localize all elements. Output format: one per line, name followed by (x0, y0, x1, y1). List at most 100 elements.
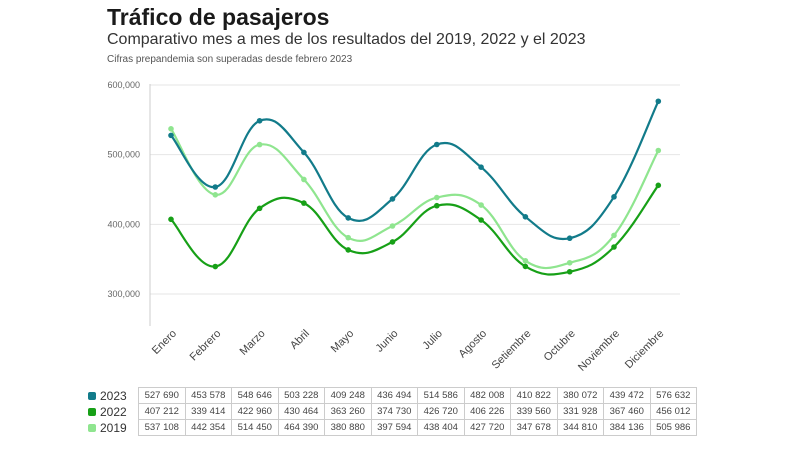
table-cell: 339 560 (510, 403, 558, 420)
series-lines (170, 100, 660, 276)
legend-label: 2023 (100, 388, 127, 403)
data-point-2023 (478, 164, 484, 171)
y-tick-labels: 300,000 400,000 500,000 600,000 (107, 80, 140, 299)
x-tick-label: Noviembre (576, 328, 622, 374)
data-point-2023 (522, 213, 529, 220)
data-point-2022 (168, 216, 174, 223)
table-cell: 442 354 (184, 419, 232, 436)
data-point-2019 (212, 192, 219, 198)
table-row: 2019 537 108 442 354 514 450 464 390 380 880 3… (88, 419, 697, 436)
legend-swatch (88, 407, 96, 416)
legend-entry: 2022 (88, 404, 139, 420)
data-point-2022 (611, 244, 617, 250)
x-tick-label: Mayo (329, 328, 357, 356)
table-cell: 427 720 (463, 419, 511, 436)
x-tick-label: Julio (420, 328, 444, 352)
table-cell: 347 678 (510, 419, 558, 436)
table-cell: 505 986 (649, 419, 697, 436)
legend-entry: 2023 (88, 388, 139, 404)
series-points (168, 98, 662, 275)
table-cell: 456 012 (649, 403, 697, 420)
table-cell: 436 494 (370, 387, 418, 404)
data-point-2023 (566, 235, 573, 242)
table-cell: 374 730 (370, 403, 418, 420)
table-cell: 331 928 (556, 403, 604, 420)
table-cell: 576 632 (649, 387, 697, 404)
table-cell: 410 822 (510, 387, 558, 404)
table-cell: 548 646 (231, 387, 279, 404)
table-cell: 464 390 (277, 419, 325, 436)
data-point-2022 (389, 239, 396, 245)
table-cell: 453 578 (184, 387, 232, 404)
data-point-2019 (389, 223, 396, 229)
x-tick-label: Agosto (457, 328, 490, 361)
legend-swatch (88, 423, 96, 432)
x-tick-label: Diciembre (623, 328, 666, 371)
data-point-2023 (434, 141, 440, 148)
values-table: 2023 527 690 453 578 548 646 503 228 409 248 4… (88, 387, 697, 436)
series-line-2022 (170, 184, 660, 276)
data-point-2022 (522, 263, 529, 270)
values-table-body: 2023 527 690 453 578 548 646 503 228 409 248 4… (88, 387, 697, 436)
data-point-2023 (168, 132, 174, 139)
data-point-2022 (212, 263, 219, 270)
x-tick-label: Octubre (542, 328, 578, 364)
data-point-2019 (522, 257, 529, 264)
table-cell: 397 594 (370, 419, 418, 436)
table-cell: 380 072 (556, 387, 604, 404)
x-tick-label: Enero (150, 328, 179, 357)
data-point-2019 (434, 194, 440, 201)
series-line-2019 (170, 128, 660, 270)
table-cell: 384 136 (603, 419, 651, 436)
data-point-2022 (256, 205, 263, 212)
chart-title: Tráfico de pasajeros (107, 4, 330, 30)
data-point-2022 (301, 200, 307, 206)
data-point-2019 (256, 141, 263, 148)
data-point-2022 (434, 202, 440, 209)
x-tick-label: Febrero (188, 328, 224, 364)
data-point-2019 (168, 126, 174, 132)
table-cell: 380 880 (324, 419, 372, 436)
table-cell: 339 414 (184, 403, 232, 420)
data-point-2019 (655, 147, 662, 154)
data-point-2019 (345, 234, 352, 241)
table-cell: 407 212 (138, 403, 186, 420)
table-cell: 514 586 (417, 387, 465, 404)
data-point-2023 (655, 98, 662, 105)
data-point-2023 (611, 194, 617, 200)
table-cell: 422 960 (231, 403, 279, 420)
y-gridlines (150, 84, 680, 295)
table-cell: 367 460 (603, 403, 651, 420)
line-chart: 300,000 400,000 500,000 600,000 Enero Febrer… (107, 80, 680, 374)
x-tick-labels: Enero Febrero Marzo Abril Mayo Junio Julio Agos… (150, 328, 667, 374)
data-point-2019 (566, 259, 573, 266)
series-line-2023 (170, 100, 660, 241)
table-cell: 514 450 (231, 419, 279, 436)
table-cell: 439 472 (603, 387, 651, 404)
x-tick-label: Setiembre (490, 328, 534, 372)
x-tick-label: Junio (374, 328, 401, 355)
x-tick-label: Marzo (238, 328, 268, 358)
data-point-2023 (212, 184, 219, 190)
table-cell: 409 248 (324, 387, 372, 404)
table-cell: 426 720 (417, 403, 465, 420)
table-cell: 406 226 (463, 403, 511, 420)
table-cell: 537 108 (138, 419, 186, 436)
y-tick-label: 400,000 (107, 219, 140, 229)
y-tick-label: 600,000 (107, 80, 140, 90)
chart-note: Cifras prepandemia son superadas desde f… (107, 54, 353, 65)
legend-label: 2022 (100, 404, 127, 419)
table-cell: 482 008 (463, 387, 511, 404)
table-cell: 344 810 (556, 419, 604, 436)
table-cell: 527 690 (138, 387, 186, 404)
data-point-2022 (345, 247, 352, 253)
y-tick-label: 500,000 (107, 150, 140, 160)
data-point-2023 (389, 196, 396, 202)
data-point-2022 (566, 268, 573, 275)
legend-entry: 2019 (88, 420, 139, 436)
y-tick-label: 300,000 (107, 289, 140, 299)
data-point-2023 (345, 215, 352, 221)
data-point-2022 (478, 217, 484, 223)
table-cell: 438 404 (417, 419, 465, 436)
data-point-2023 (301, 149, 307, 156)
